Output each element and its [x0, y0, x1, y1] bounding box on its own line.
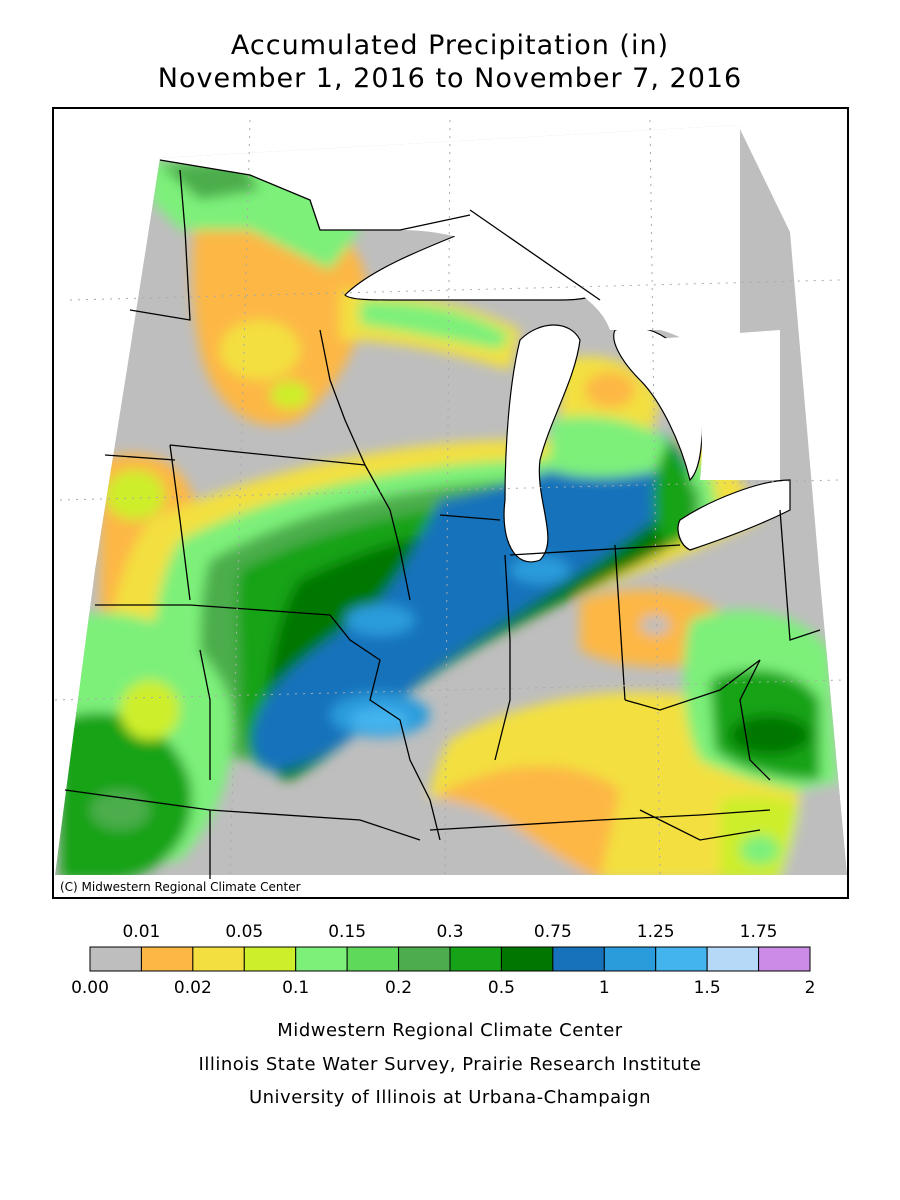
- legend-swatch: [758, 946, 811, 972]
- legend-swatch: [243, 946, 297, 972]
- legend-swatch: [192, 946, 245, 972]
- legend-tick-bottom: 0.5: [487, 978, 515, 998]
- credit-line-3: University of Illinois at Urbana-Champai…: [248, 1087, 652, 1108]
- legend-tick-bottom: 0.00: [71, 978, 109, 998]
- legend-tick-bottom: 1: [598, 978, 610, 998]
- state-boundaries: [64, 169, 821, 880]
- legend-swatch: [89, 946, 142, 972]
- legend-tick-bottom: 2: [804, 978, 816, 998]
- legend-tick-top: 0.75: [533, 922, 572, 942]
- legend-swatch: [706, 946, 760, 972]
- legend-swatch: [398, 946, 451, 972]
- legend-swatch: [449, 946, 502, 972]
- credit-line-2: Illinois State Water Survey, Prairie Res…: [198, 1054, 702, 1075]
- legend-swatch: [655, 946, 708, 972]
- legend-tick-top: 0.3: [436, 922, 464, 942]
- legend-tick-top: 1.25: [636, 922, 675, 942]
- map-date-range: November 1, 2016 to November 7, 2016: [157, 63, 743, 94]
- legend-tick-bottom: 1.5: [693, 978, 721, 998]
- legend-colorbar: [89, 946, 811, 972]
- credit-line-1: Midwestern Regional Climate Center: [277, 1020, 623, 1041]
- legend-tick-bottom: 0.2: [385, 978, 413, 998]
- map-title: Accumulated Precipitation (in): [230, 30, 670, 61]
- legend-tick-bottom: 0.1: [282, 978, 310, 998]
- legend-swatch: [295, 946, 348, 972]
- graticule: [54, 119, 846, 881]
- legend-swatch: [603, 946, 657, 972]
- legend-tick-top: 1.75: [739, 922, 778, 942]
- legend-swatch: [552, 946, 605, 972]
- legend-tick-top: 0.05: [225, 922, 264, 942]
- legend-tick-bottom: 0.02: [173, 978, 212, 998]
- legend-swatch: [140, 946, 194, 972]
- legend-swatch: [346, 946, 400, 972]
- legend-tick-top: 0.15: [328, 922, 367, 942]
- legend-tick-top: 0.01: [122, 922, 161, 942]
- legend-swatch: [500, 946, 554, 972]
- copyright-label: (C) Midwestern Regional Climate Center: [57, 879, 304, 895]
- precipitation-fields: [55, 125, 847, 875]
